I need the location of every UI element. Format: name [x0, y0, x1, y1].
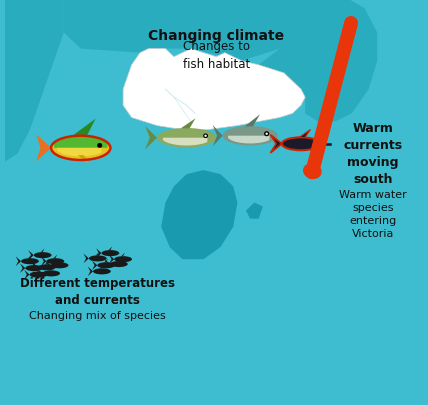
Ellipse shape: [223, 126, 278, 145]
Polygon shape: [121, 253, 125, 256]
Ellipse shape: [114, 256, 132, 262]
Polygon shape: [24, 270, 30, 279]
Polygon shape: [54, 255, 57, 258]
Ellipse shape: [30, 272, 48, 278]
Polygon shape: [109, 246, 112, 250]
Polygon shape: [104, 259, 110, 269]
Polygon shape: [104, 259, 108, 262]
Polygon shape: [45, 261, 49, 264]
Polygon shape: [20, 263, 25, 273]
Ellipse shape: [157, 128, 216, 147]
Polygon shape: [109, 254, 114, 264]
Ellipse shape: [110, 261, 128, 267]
Ellipse shape: [42, 271, 60, 276]
Polygon shape: [100, 265, 104, 269]
Circle shape: [264, 131, 269, 136]
Ellipse shape: [25, 265, 43, 271]
Ellipse shape: [21, 258, 39, 264]
Polygon shape: [270, 135, 282, 153]
Polygon shape: [5, 0, 352, 61]
Text: Changing climate: Changing climate: [148, 30, 284, 43]
Polygon shape: [299, 130, 310, 138]
Text: Warm water
species
entering
Victoria: Warm water species entering Victoria: [339, 190, 407, 239]
Polygon shape: [246, 202, 263, 219]
Polygon shape: [245, 114, 260, 126]
Polygon shape: [16, 256, 21, 266]
Polygon shape: [117, 258, 121, 261]
Polygon shape: [96, 252, 99, 256]
Polygon shape: [78, 155, 89, 165]
Polygon shape: [161, 170, 238, 259]
Polygon shape: [83, 254, 89, 263]
Ellipse shape: [51, 262, 68, 269]
Circle shape: [265, 132, 268, 135]
Circle shape: [97, 143, 102, 148]
Polygon shape: [92, 260, 97, 270]
Text: Warm
currents
moving
south: Warm currents moving south: [343, 122, 402, 186]
Polygon shape: [41, 248, 45, 252]
Polygon shape: [57, 148, 101, 156]
Text: Changing mix of species: Changing mix of species: [29, 311, 166, 321]
Ellipse shape: [101, 250, 119, 256]
Ellipse shape: [282, 137, 320, 150]
Polygon shape: [145, 126, 157, 149]
Polygon shape: [5, 0, 64, 162]
Polygon shape: [49, 266, 53, 271]
Polygon shape: [72, 119, 95, 136]
Polygon shape: [213, 125, 223, 146]
Polygon shape: [37, 269, 42, 278]
Polygon shape: [36, 134, 51, 148]
Polygon shape: [33, 262, 38, 272]
Text: Different temperatures
and currents: Different temperatures and currents: [20, 277, 175, 307]
Circle shape: [203, 133, 208, 138]
Polygon shape: [163, 138, 208, 145]
Polygon shape: [259, 0, 377, 122]
Ellipse shape: [47, 258, 64, 264]
Polygon shape: [28, 250, 34, 260]
Ellipse shape: [97, 262, 115, 269]
Polygon shape: [28, 255, 32, 258]
Polygon shape: [33, 262, 36, 265]
Circle shape: [205, 134, 207, 137]
Polygon shape: [45, 260, 51, 270]
Text: Changes to
fish habitat: Changes to fish habitat: [183, 40, 250, 71]
Ellipse shape: [89, 256, 107, 262]
Polygon shape: [181, 118, 196, 128]
Polygon shape: [96, 248, 101, 258]
Ellipse shape: [34, 252, 51, 258]
Ellipse shape: [93, 269, 111, 275]
Ellipse shape: [38, 264, 56, 271]
Polygon shape: [228, 136, 269, 143]
Polygon shape: [36, 148, 51, 161]
Polygon shape: [54, 136, 107, 148]
Polygon shape: [88, 266, 93, 276]
Polygon shape: [58, 259, 61, 262]
Polygon shape: [123, 49, 305, 130]
Ellipse shape: [51, 136, 110, 160]
Polygon shape: [37, 268, 40, 271]
Polygon shape: [41, 256, 47, 266]
